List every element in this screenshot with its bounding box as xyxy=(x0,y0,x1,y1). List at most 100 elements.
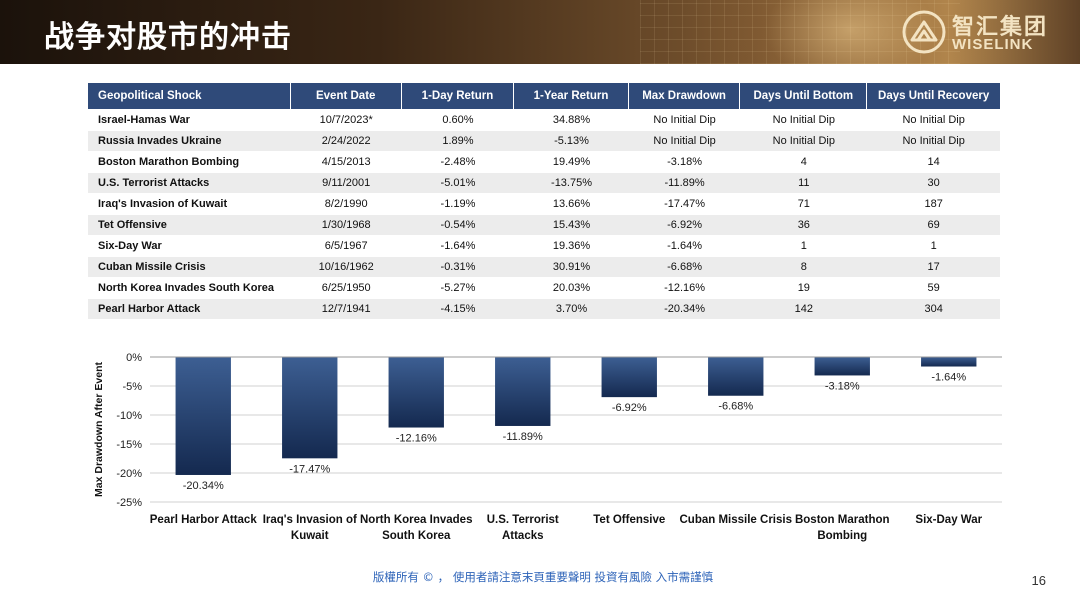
table-cell: 0.60% xyxy=(401,110,515,130)
table-cell: U.S. Terrorist Attacks xyxy=(88,173,291,193)
table-cell: -1.64% xyxy=(628,236,741,256)
table-cell: -3.18% xyxy=(628,152,741,172)
table-cell: 71 xyxy=(740,194,868,214)
table-cell: 1.89% xyxy=(401,131,515,151)
table-cell: -1.64% xyxy=(401,236,515,256)
table-row: North Korea Invades South Korea 6/25/1950… xyxy=(88,278,1000,298)
table-cell: 19.49% xyxy=(514,152,629,172)
column-header: Days Until Recovery xyxy=(867,83,1000,109)
bar xyxy=(495,357,551,426)
table-cell: -0.54% xyxy=(401,215,515,235)
table-cell: -20.34% xyxy=(628,299,741,319)
max-drawdown-bar-chart: 0% -5% -10% -15% -20% -25% Max Drawdown After … xyxy=(93,352,1002,542)
table-cell: 3.70% xyxy=(514,299,629,319)
bar xyxy=(708,357,764,396)
table-row: Cuban Missile Crisis 10/16/1962 -0.31% 30.9… xyxy=(88,257,1000,277)
header-glow xyxy=(680,0,1020,64)
table-cell: 13.66% xyxy=(514,194,629,214)
bar-value-label: -1.64% xyxy=(931,372,966,384)
table-row: Tet Offensive 1/30/1968 -0.54% 15.43% -6.92%… xyxy=(88,215,1000,235)
y-tick-label: -20% xyxy=(116,468,142,480)
x-category-label: Six-Day War xyxy=(915,514,982,526)
y-tick-label: -25% xyxy=(116,497,142,509)
table-cell: 36 xyxy=(740,215,868,235)
table-cell: North Korea Invades South Korea xyxy=(88,278,291,298)
logo-text-cn: 智汇集团 xyxy=(952,15,1049,40)
table-row: Six-Day War 6/5/1967 -1.64% 19.36% -1.64% 1 1 xyxy=(88,236,1000,256)
table-cell: -5.13% xyxy=(514,131,629,151)
table-cell: -11.89% xyxy=(628,173,741,193)
column-header: 1-Year Return xyxy=(514,83,629,109)
table-cell: No Initial Dip xyxy=(740,131,868,151)
x-category-label: Cuban Missile Crisis xyxy=(680,514,792,526)
x-category-label: North Korea Invades xyxy=(360,514,472,526)
logo-text-en: WISELINK xyxy=(952,36,1034,53)
table-cell: -2.48% xyxy=(401,152,515,172)
table-header-row: Geopolitical Shock Event Date 1-Day Retu… xyxy=(88,83,1000,109)
table-cell: No Initial Dip xyxy=(628,110,741,130)
table-cell: 1/30/1968 xyxy=(290,215,402,235)
bar-value-label: -17.47% xyxy=(289,463,330,475)
table-cell: 10/7/2023* xyxy=(290,110,402,130)
y-axis-label: Max Drawdown After Event xyxy=(93,362,105,497)
table-cell: 9/11/2001 xyxy=(290,173,402,193)
table-cell: -1.19% xyxy=(401,194,515,214)
table-cell: Tet Offensive xyxy=(88,215,291,235)
table-cell: 6/5/1967 xyxy=(290,236,402,256)
header-pattern xyxy=(640,0,960,64)
x-category-label: Attacks xyxy=(502,530,544,542)
table-cell: No Initial Dip xyxy=(867,131,1000,151)
table-cell: 6/25/1950 xyxy=(290,278,402,298)
table-cell: -17.47% xyxy=(628,194,741,214)
table-cell: 304 xyxy=(867,299,1000,319)
table-cell: -4.15% xyxy=(401,299,515,319)
table-cell: 4 xyxy=(740,152,868,172)
company-logo: 智汇集团 WISELINK xyxy=(902,8,1052,56)
table-cell: 8/2/1990 xyxy=(290,194,402,214)
table-cell: -5.01% xyxy=(401,173,515,193)
table-row: Israel-Hamas War 10/7/2023* 0.60% 34.88% No … xyxy=(88,110,1000,130)
table-cell: 19.36% xyxy=(514,236,629,256)
table-cell: Pearl Harbor Attack xyxy=(88,299,291,319)
column-header: Max Drawdown xyxy=(628,83,741,109)
bar-value-label: -12.16% xyxy=(396,433,437,445)
table-cell: Israel-Hamas War xyxy=(88,110,291,130)
table-cell: -6.68% xyxy=(628,257,741,277)
bar xyxy=(388,357,444,428)
geopolitical-shock-table: Geopolitical Shock Event Date 1-Day Retu… xyxy=(88,82,1000,320)
x-category-label: Kuwait xyxy=(291,530,329,542)
table-cell: Six-Day War xyxy=(88,236,291,256)
table-cell: 8 xyxy=(740,257,868,277)
table-cell: No Initial Dip xyxy=(740,110,868,130)
table-cell: Cuban Missile Crisis xyxy=(88,257,291,277)
column-header: Days Until Bottom xyxy=(740,83,868,109)
x-category-label: Tet Offensive xyxy=(593,514,665,526)
x-category-label: Iraq's Invasion of xyxy=(263,514,357,526)
page-title: 战争对股市的冲击 xyxy=(44,20,292,55)
column-header: Event Date xyxy=(290,83,402,109)
logo-mark-icon xyxy=(902,10,946,54)
table-cell: 20.03% xyxy=(514,278,629,298)
header-banner: 战争对股市的冲击 智汇集团 WISELINK xyxy=(0,0,1080,64)
table-cell: Russia Invades Ukraine xyxy=(88,131,291,151)
table-row: U.S. Terrorist Attacks 9/11/2001 -5.01% -13… xyxy=(88,173,1000,193)
table-cell: 34.88% xyxy=(514,110,629,130)
bar-value-label: -20.34% xyxy=(183,480,224,492)
table-cell: 19 xyxy=(740,278,868,298)
bar-value-label: -11.89% xyxy=(503,431,543,443)
table-cell: -5.27% xyxy=(401,278,515,298)
bar-value-label: -6.92% xyxy=(612,402,647,414)
table-cell: -0.31% xyxy=(401,257,515,277)
y-tick-label: -15% xyxy=(116,439,142,451)
x-category-label: Pearl Harbor Attack xyxy=(150,514,258,526)
bar-value-label: -3.18% xyxy=(825,380,860,392)
table-cell: 59 xyxy=(867,278,1000,298)
table-cell: Iraq's Invasion of Kuwait xyxy=(88,194,291,214)
table-cell: 15.43% xyxy=(514,215,629,235)
table-cell: 69 xyxy=(867,215,1000,235)
table-cell: -12.16% xyxy=(628,278,741,298)
table-row: Iraq's Invasion of Kuwait 8/2/1990 -1.19% 1… xyxy=(88,194,1000,214)
table-cell: 142 xyxy=(740,299,868,319)
table-row: Boston Marathon Bombing 4/15/2013 -2.48% 19… xyxy=(88,152,1000,172)
x-category-label: U.S. Terrorist xyxy=(487,514,559,526)
